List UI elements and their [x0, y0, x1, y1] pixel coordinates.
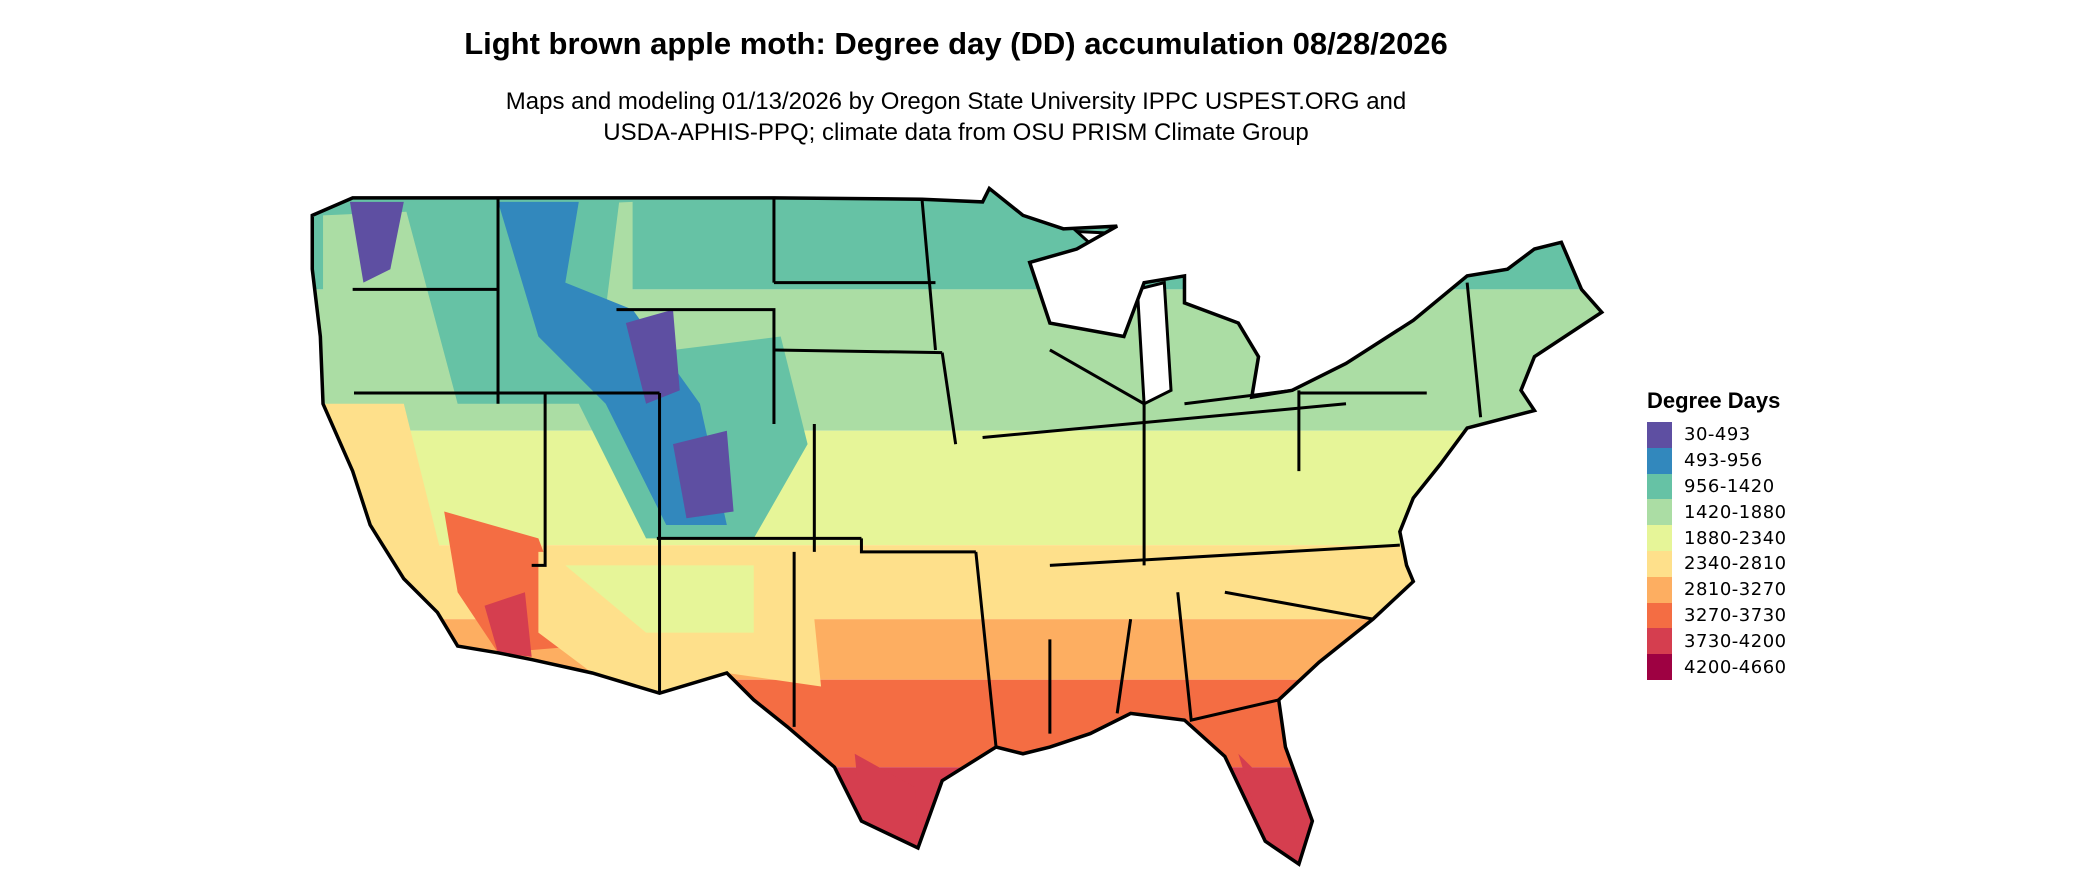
legend-label: 3270-3730 [1684, 604, 1787, 626]
state-border [1049, 348, 1145, 406]
dd-zone [312, 430, 1602, 546]
legend-swatch [1647, 422, 1672, 448]
legend-swatch [1647, 576, 1672, 603]
legend-item: 30-493 [1647, 422, 1787, 448]
state-border [974, 551, 998, 748]
dd-zone [312, 861, 1602, 865]
map-title: Light brown apple moth: Degree day (DD) … [464, 26, 1448, 61]
legend-label: 493-956 [1684, 450, 1763, 472]
legend-item: 2810-3270 [1647, 576, 1787, 603]
great-lake [1135, 280, 1173, 407]
legend-item: 493-956 [1647, 447, 1787, 474]
subtitle-line-2: USDA-APHIS-PPQ; climate data from OSU PR… [603, 119, 1309, 146]
state-border [982, 402, 1347, 439]
legend-item: 956-1420 [1647, 473, 1787, 500]
legend-label: 4200-4660 [1684, 656, 1787, 678]
legend-label: 956-1420 [1684, 475, 1775, 497]
legend-swatch [1647, 525, 1672, 551]
state-border [1115, 618, 1133, 714]
legend-title: Degree Days [1647, 388, 1781, 413]
state-border [531, 393, 547, 567]
map-subtitle: Maps and modeling 01/13/2026 by Oregon S… [0, 86, 1912, 148]
legend-label: 3730-4200 [1684, 630, 1787, 652]
legend-label: 1420-1880 [1684, 501, 1787, 523]
dd-zone [349, 201, 404, 283]
dd-zone [323, 403, 445, 593]
state-border [1224, 590, 1374, 621]
legend-item: 3270-3730 [1647, 602, 1787, 629]
state-border [940, 352, 958, 445]
dd-zone [673, 430, 734, 519]
legend-item: 1880-2340 [1647, 525, 1787, 551]
legend-label: 30-493 [1684, 424, 1751, 446]
legend-label: 2810-3270 [1684, 579, 1787, 601]
dd-zone [625, 309, 680, 404]
dd-zone [1238, 753, 1299, 865]
state-border [616, 308, 776, 424]
state-border [1465, 282, 1483, 418]
legend-label: 2340-2810 [1684, 553, 1787, 575]
legend-swatch [1647, 550, 1672, 577]
dd-zone [312, 767, 1602, 862]
legend-swatch [1647, 447, 1672, 474]
legend-swatch [1647, 499, 1672, 526]
legend-swatch [1647, 473, 1672, 500]
legend-swatch [1647, 654, 1672, 680]
state-border [920, 199, 937, 351]
legend-swatch [1647, 602, 1672, 629]
legend-item: 4200-4660 [1647, 654, 1787, 680]
legend-item: 3730-4200 [1647, 628, 1787, 655]
legend-item: 1420-1880 [1647, 499, 1787, 526]
legend-item: 2340-2810 [1647, 550, 1787, 577]
dd-zone [484, 592, 532, 657]
state-border [859, 538, 976, 554]
state-borders [352, 197, 1483, 748]
state-border [1176, 592, 1280, 722]
dd-zone [312, 188, 1602, 290]
dd-zone [498, 201, 727, 525]
subtitle-line-1: Maps and modeling 01/13/2026 by Oregon S… [505, 88, 1407, 115]
state-border [1049, 543, 1400, 567]
legend-swatch [1647, 628, 1672, 655]
legend-label: 1880-2340 [1684, 527, 1787, 549]
legend: Degree Days 30-493 493-956 956-1420 1420-18… [1647, 388, 1787, 680]
state-border [773, 348, 943, 355]
